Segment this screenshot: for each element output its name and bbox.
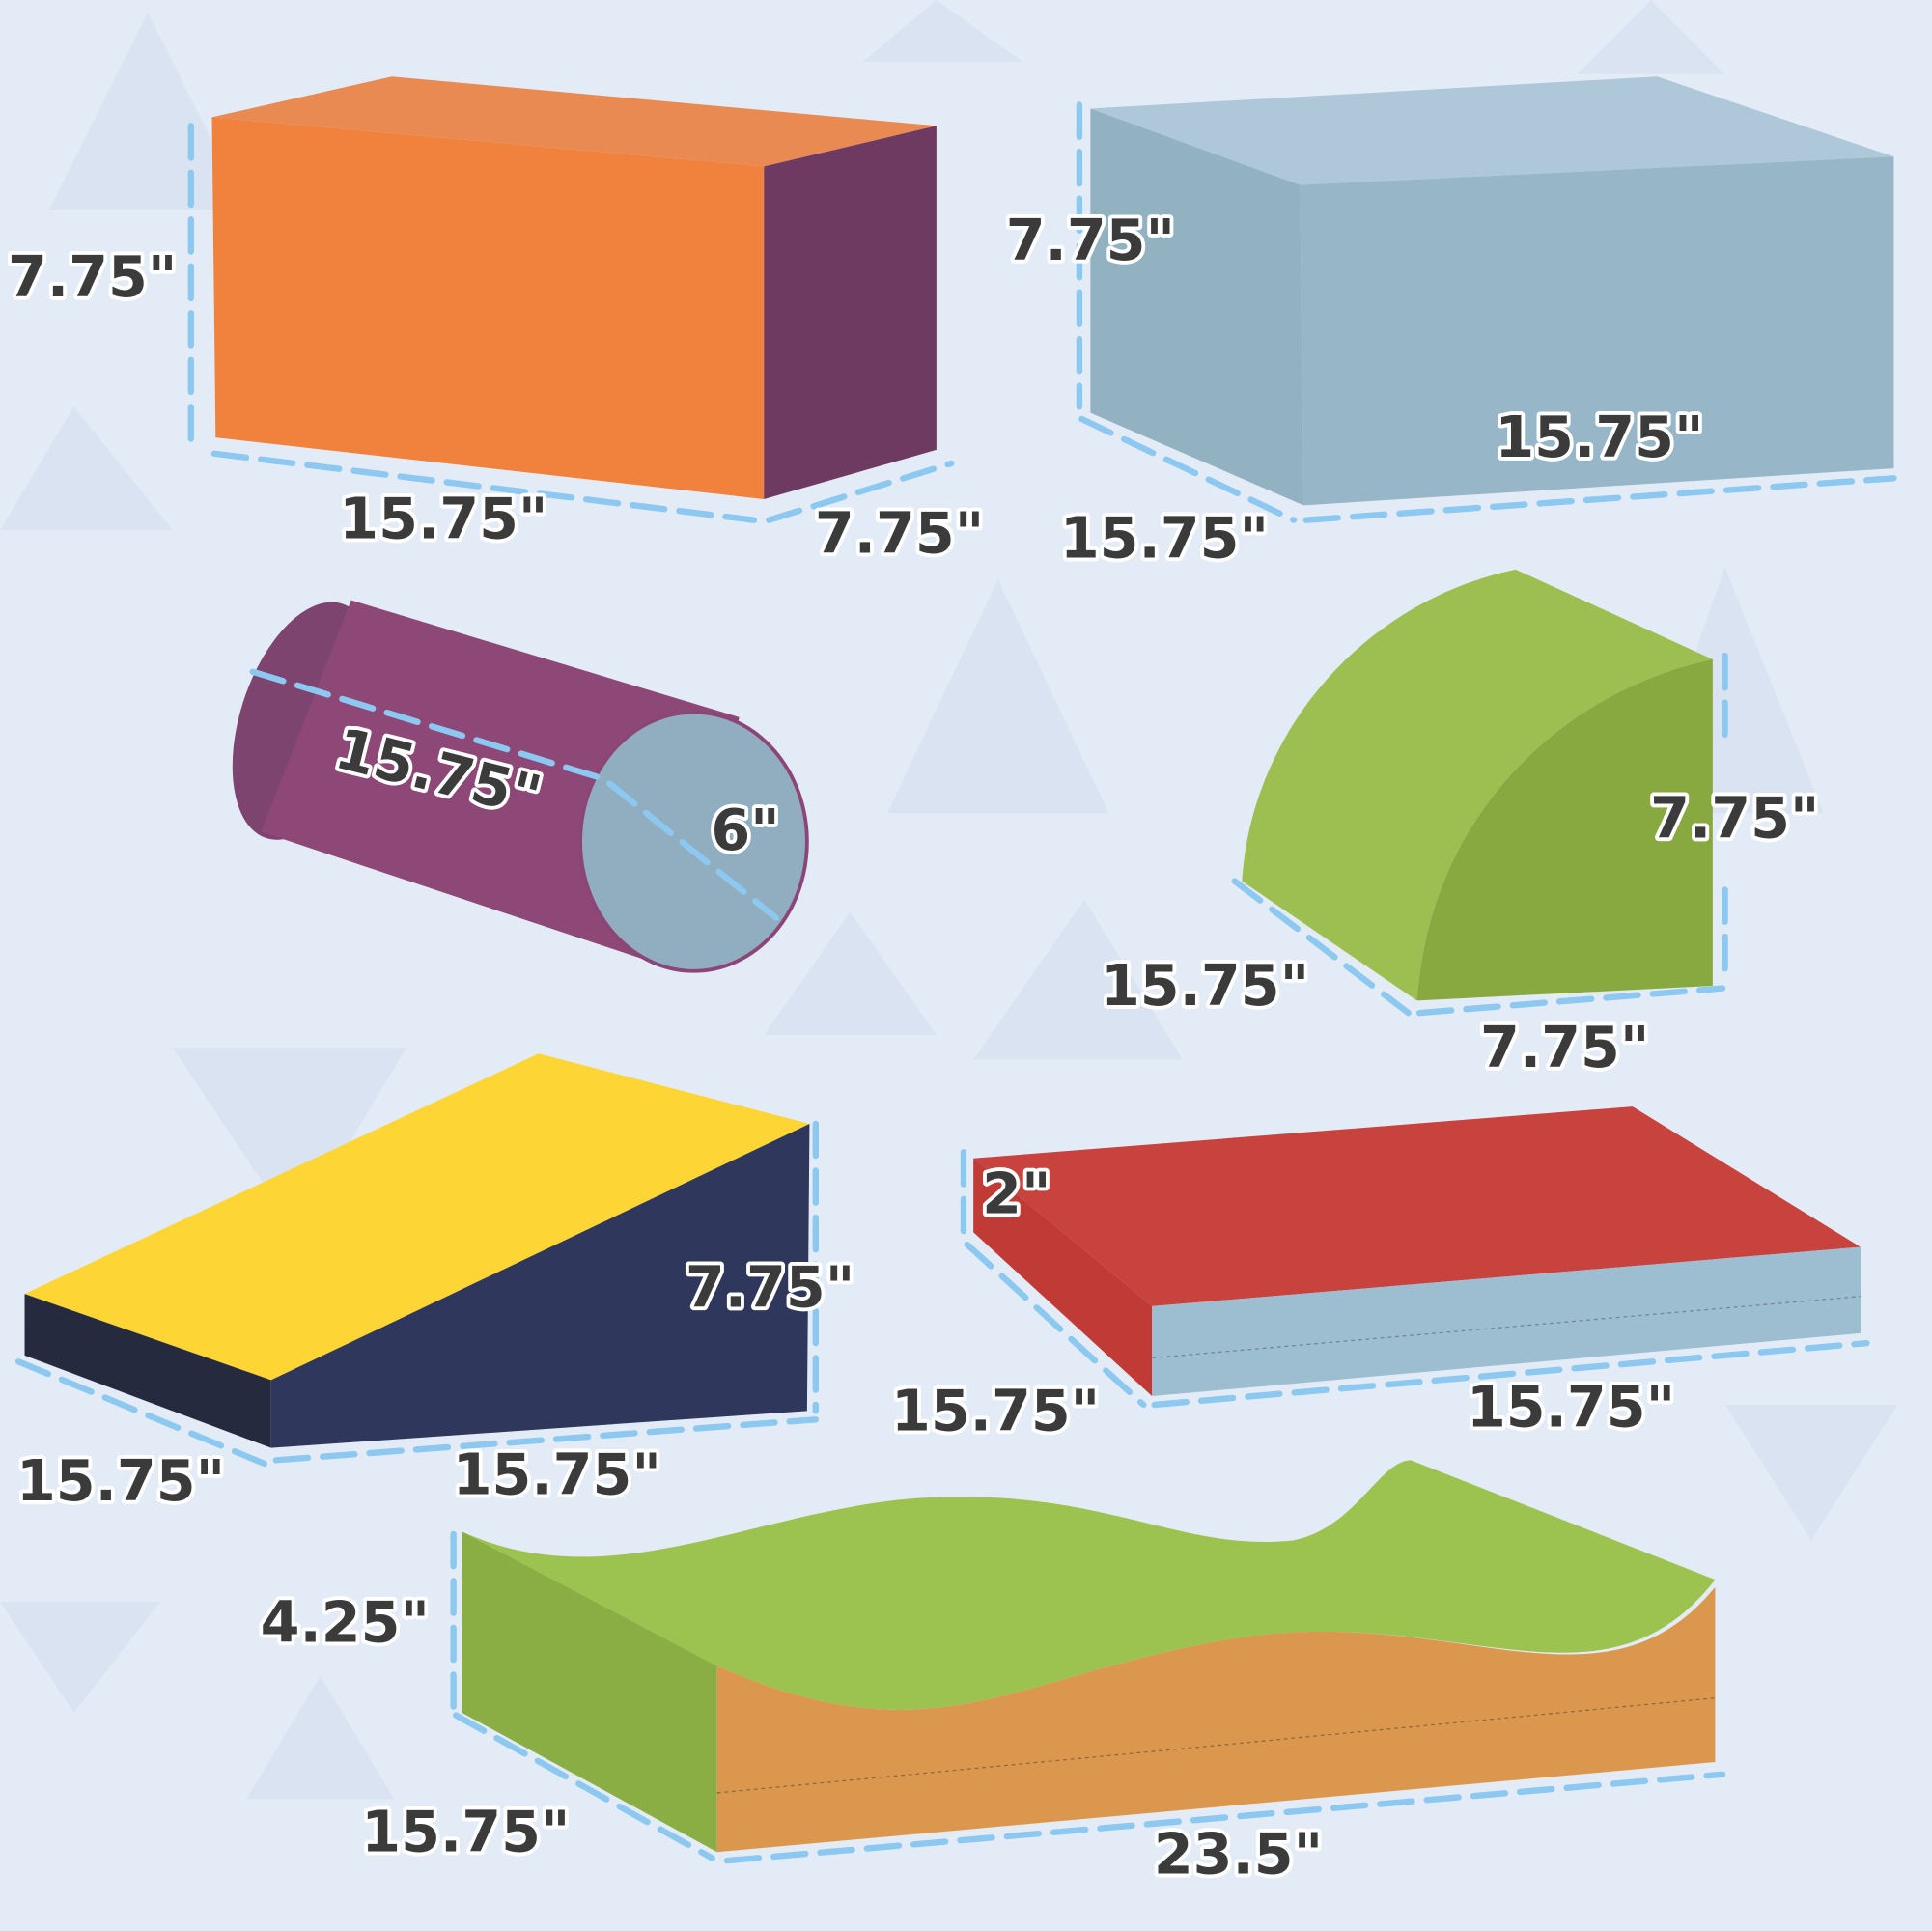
width-label: 23.5" xyxy=(1154,1822,1323,1888)
width-label: 7.75" xyxy=(815,501,984,567)
wave-block-left xyxy=(462,1531,717,1853)
wedge-top xyxy=(24,1053,810,1381)
height-label: 7.75" xyxy=(8,244,177,310)
wave-block-front xyxy=(716,1586,1716,1853)
rectangle-block: 7.75" 15.75" 7.75" xyxy=(4,76,988,570)
square-block: 7.75" 15.75" 15.75" xyxy=(1002,76,1897,575)
mat-seam xyxy=(1152,1296,1862,1359)
dimension-line xyxy=(272,1416,820,1464)
length-label: 15.75" xyxy=(891,1378,1100,1443)
wedge-back xyxy=(24,1294,271,1448)
mat-top xyxy=(973,1106,1861,1306)
rectangle-block-top xyxy=(211,76,937,167)
mat-front xyxy=(1152,1246,1861,1397)
dimension-line xyxy=(249,668,780,922)
width-label: 15.75" xyxy=(1467,1374,1675,1440)
dimension-line xyxy=(766,460,955,523)
square-block-top xyxy=(1090,76,1894,185)
length-label: 15.75" xyxy=(339,486,547,551)
mat: 2" 15.75" 15.75" xyxy=(887,1106,1870,1447)
rectangle-block-front xyxy=(211,117,765,499)
mat-left xyxy=(973,1158,1153,1397)
dimension-line xyxy=(1151,1339,1870,1409)
dimension-line xyxy=(210,450,758,523)
dimension-line xyxy=(1302,475,1897,523)
cylinder: 15.75" 6" xyxy=(232,600,809,973)
dimension-line xyxy=(14,1358,268,1468)
square-block-left xyxy=(1090,108,1304,506)
length-label: 15.75" xyxy=(361,1800,570,1865)
dimension-line xyxy=(964,1241,1147,1409)
wave-block-top xyxy=(462,1460,1716,1710)
length-label: 15.75" xyxy=(16,1448,225,1514)
diameter-label: 6" xyxy=(711,798,779,863)
dimension-line xyxy=(452,1712,715,1861)
background-triangles xyxy=(0,0,1897,1799)
quarter-round-top xyxy=(1242,569,1713,1001)
length-label: 15.75" xyxy=(1060,506,1269,572)
rectangle-block-side xyxy=(764,126,937,499)
dimension-line xyxy=(1231,878,1412,1017)
square-block-front xyxy=(1300,156,1894,506)
wedge-side xyxy=(270,1123,810,1448)
width-label: 15.75" xyxy=(1495,405,1703,470)
width-label: 15.75" xyxy=(453,1442,661,1508)
height-label: 7.75" xyxy=(1006,208,1175,273)
quarter-round-side xyxy=(1416,658,1713,1001)
dimension-line xyxy=(723,1771,1726,1864)
dimension-line xyxy=(1415,985,1726,1017)
quarter-round: 7.75" 15.75" 7.75" xyxy=(1097,569,1823,1084)
wedge: 7.75" 15.75" 15.75" xyxy=(13,1053,858,1518)
height-label: 7.75" xyxy=(686,1255,854,1321)
length-label: 15.75" xyxy=(1101,953,1309,1019)
width-label: 7.75" xyxy=(1480,1015,1649,1080)
wave-block-seam xyxy=(716,1697,1716,1794)
height-label: 2" xyxy=(982,1161,1050,1227)
wave-block: 4.25" 15.75" 23.5" xyxy=(257,1460,1726,1891)
height-label: 7.75" xyxy=(1650,785,1819,851)
cylinder-end xyxy=(578,710,809,973)
dimension-line xyxy=(1078,415,1298,523)
height-label: 4.25" xyxy=(261,1590,430,1656)
